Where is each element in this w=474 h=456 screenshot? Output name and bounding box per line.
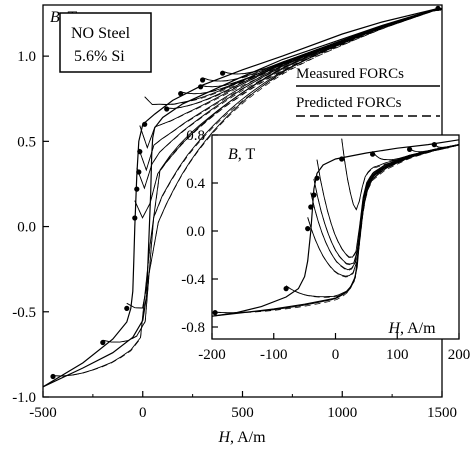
ascending-branch-curve (43, 7, 439, 388)
y-tick-label: 0.8 (186, 128, 205, 144)
reversal-point (435, 5, 441, 11)
reversal-point (198, 84, 204, 90)
reversal-point (100, 339, 106, 346)
measured-forc-curve (222, 8, 442, 75)
y-tick-label: -1.0 (12, 390, 36, 406)
inset-curves (212, 138, 459, 317)
x-tick-label: 1500 (427, 405, 457, 421)
x-tick-label: 0 (139, 405, 147, 421)
y-tick-label: 0.0 (186, 224, 205, 240)
predicted-forc-curve (341, 138, 459, 211)
measured-forc-curve (433, 143, 459, 148)
reversal-point (200, 77, 206, 83)
reversal-point (314, 175, 320, 181)
reversal-point (178, 91, 184, 97)
inset-plot: -200 -100 0 100 200 0.8 0.4 0.0 -0.4 -0.8 B, T H, A… (181, 128, 470, 363)
y-tick-label: -0.4 (181, 272, 205, 288)
x-tick-label: 0 (332, 347, 340, 363)
reversal-point (370, 151, 376, 157)
reversal-point (164, 106, 170, 112)
x-tick-label: 500 (231, 405, 254, 421)
descending-branch-curve (212, 139, 459, 317)
predicted-forc-curve (434, 143, 459, 149)
reversal-point (50, 373, 56, 380)
material-annotation: NO Steel 5.6% Si (59, 12, 152, 73)
reversal-point (136, 169, 142, 175)
reversal-point (134, 186, 140, 192)
reversal-point (142, 121, 148, 127)
reversal-point (283, 286, 289, 292)
reversal-point (339, 156, 345, 162)
predicted-forc-curve (126, 8, 442, 309)
x-tick-label: 200 (448, 347, 471, 363)
y-tick-label: 0.0 (17, 220, 36, 236)
x-tick-label: -500 (29, 405, 57, 421)
reversal-point (220, 70, 226, 76)
y-tick-label: 0.5 (17, 134, 36, 150)
annotation-line-1: NO Steel (71, 25, 131, 42)
reversal-point (124, 305, 130, 311)
reversal-point (132, 215, 138, 221)
legend-measured-label: Measured FORCs (296, 66, 404, 82)
x-tick-label: 1000 (327, 405, 357, 421)
inset-y-axis-label: B, T (228, 146, 255, 163)
reversal-point (305, 226, 311, 232)
main-x-axis-label: H, A/m (217, 429, 266, 446)
reversal-point (137, 149, 143, 155)
reversal-point (311, 192, 317, 198)
main-curves (43, 5, 442, 388)
predicted-forc-curve (215, 144, 459, 314)
legend-predicted-label: Predicted FORCs (296, 95, 402, 111)
y-tick-label: 1.0 (17, 49, 36, 65)
legend: Measured FORCs Predicted FORCs (296, 66, 440, 117)
predicted-forc-curve (409, 144, 459, 153)
predicted-forc-curve (222, 8, 442, 75)
reversal-point (407, 146, 413, 152)
annotation-line-2: 5.6% Si (74, 48, 125, 65)
x-tick-label: 100 (386, 347, 409, 363)
predicted-forc-curve (102, 8, 442, 343)
predicted-forc-curve (307, 144, 459, 278)
x-tick-label: -100 (260, 347, 288, 363)
y-tick-label: 0.4 (186, 176, 205, 192)
y-tick-label: -0.5 (12, 305, 36, 321)
x-tick-label: -200 (198, 347, 226, 363)
reversal-point (431, 142, 437, 148)
inset-x-axis-label: H, A/m (387, 320, 436, 337)
reversal-point (212, 310, 218, 316)
predicted-forc-curve (134, 8, 442, 219)
predicted-forc-curve (200, 8, 442, 88)
reversal-point (308, 204, 314, 210)
descending-branch-curve (43, 7, 439, 388)
y-tick-label: -0.8 (181, 320, 205, 336)
